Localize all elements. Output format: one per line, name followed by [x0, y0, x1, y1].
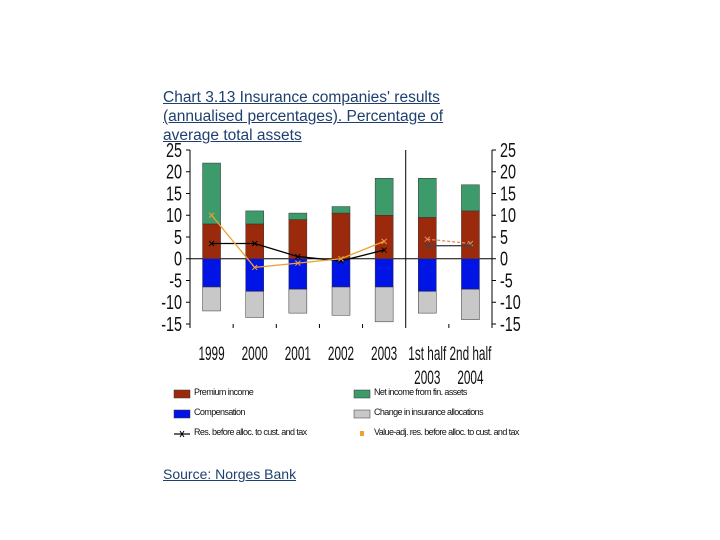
y-tick-label-left: 0 [174, 247, 182, 270]
bar-premium-income [245, 223, 264, 259]
y-tick-label-left: -10 [161, 291, 182, 314]
bar-net-income-from-fin-assets [461, 184, 480, 212]
line-marker [424, 236, 431, 243]
bar-change-in-insurance-allocations [418, 291, 437, 314]
line-marker [295, 260, 301, 266]
bar-net-income-from-fin-assets [374, 178, 394, 216]
y-tick-label-right: -5 [500, 269, 513, 292]
bar-compensation [245, 258, 264, 292]
legend-swatch [353, 409, 371, 419]
bar-net-income-from-fin-assets [245, 210, 264, 225]
line-marker [338, 255, 344, 262]
y-tick-label-left: 20 [166, 160, 182, 183]
bar-compensation [418, 258, 437, 292]
y-tick-label-left: -5 [169, 269, 182, 292]
line-marker [467, 242, 474, 249]
legend-marker [179, 430, 185, 438]
bar-change-in-insurance-allocations [461, 288, 480, 320]
line-marker [295, 253, 301, 260]
x-tick-label: 1st half [408, 344, 446, 364]
x-tick-label: 2004 [457, 368, 483, 388]
legend-swatch [173, 389, 191, 399]
y-tick-label-left: 10 [166, 204, 182, 227]
y-tick-label-right: 10 [500, 204, 516, 227]
x-tick-label: 2002 [328, 344, 354, 364]
bar-compensation [374, 258, 394, 288]
y-tick-label-left: 5 [174, 226, 182, 249]
bar-net-income-from-fin-assets [202, 162, 221, 225]
bar-net-income-from-fin-assets [288, 212, 308, 220]
y-tick-label-right: 5 [500, 226, 508, 249]
bar-compensation [202, 258, 221, 288]
bar-premium-income [288, 219, 308, 260]
line-marker [208, 212, 215, 219]
bar-premium-income [461, 210, 480, 259]
y-tick-label-left: 25 [166, 139, 182, 162]
legend-label: Res. before alloc. to cust. and tax [194, 427, 307, 437]
bar-change-in-insurance-allocations [374, 286, 394, 323]
legend-label: Premium income [194, 387, 254, 397]
legend-label: Value-adj. res. before alloc. to cust. a… [374, 427, 519, 437]
bar-compensation [331, 258, 351, 288]
bar-net-income-from-fin-assets [418, 178, 437, 218]
y-tick-label-right: -10 [500, 291, 521, 314]
y-tick-label-left: -15 [161, 313, 182, 336]
y-tick-label-right: 15 [500, 182, 516, 205]
line-marker [424, 242, 431, 249]
line-marker [381, 238, 387, 245]
x-tick-label: 2001 [285, 344, 311, 364]
source-note: Source: Norges Bank [163, 466, 297, 482]
bar-net-income-from-fin-assets [331, 206, 351, 214]
x-tick-label: 2003 [414, 368, 440, 388]
bar-change-in-insurance-allocations [288, 288, 308, 314]
bar-change-in-insurance-allocations [331, 286, 351, 316]
line-marker [251, 240, 258, 247]
legend-label: Net income from fin. assets [374, 387, 467, 397]
bar-change-in-insurance-allocations [202, 286, 221, 312]
x-tick-label: 2003 [371, 344, 397, 364]
bar-premium-income [331, 212, 351, 259]
legend-swatch [360, 431, 364, 436]
line-value-adj-res-before-alloc-to-cust-and-tax-half-year [427, 238, 471, 245]
chart-title: Chart 3.13 Insurance companies' results … [163, 89, 444, 144]
legend-label: Compensation [194, 407, 245, 417]
y-tick-label-right: 25 [500, 139, 516, 162]
x-tick-label: 1999 [198, 344, 224, 364]
bar-premium-income [202, 223, 221, 259]
bar-change-in-insurance-allocations [245, 291, 264, 318]
legend-swatch [353, 389, 371, 399]
line-marker [208, 240, 215, 247]
y-tick-label-right: 0 [500, 247, 508, 270]
bar-premium-income [418, 217, 437, 260]
line-marker [381, 247, 387, 253]
bar-compensation [461, 258, 480, 290]
y-tick-label-right: -15 [500, 313, 521, 336]
y-tick-label-left: 15 [166, 182, 182, 205]
x-tick-label: 2000 [242, 344, 268, 364]
legend-swatch [173, 409, 191, 419]
x-tick-label: 2nd half [449, 344, 491, 364]
legend-label: Change in insurance allocations [374, 407, 484, 417]
line-marker [251, 264, 258, 271]
y-tick-label-right: 20 [500, 160, 516, 183]
